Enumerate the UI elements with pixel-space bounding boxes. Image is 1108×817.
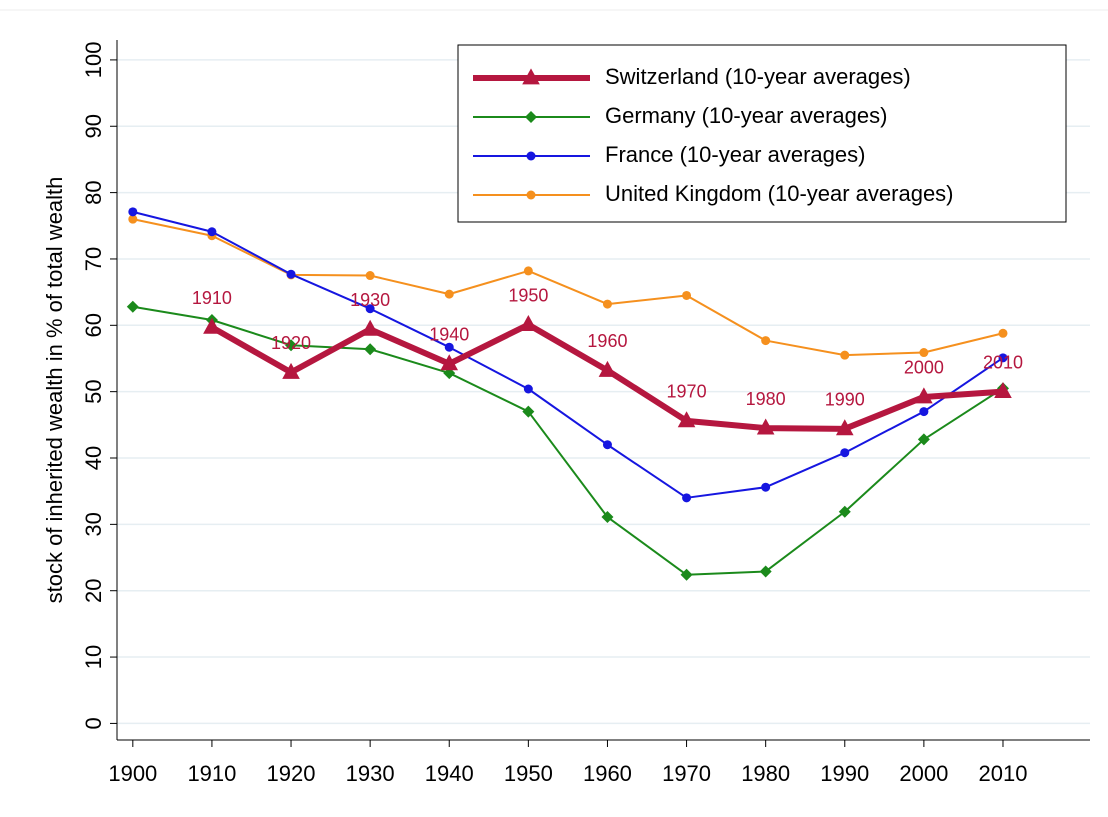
marker: [364, 343, 377, 356]
marker: [601, 511, 614, 524]
marker: [526, 151, 536, 161]
marker: [519, 315, 538, 332]
marker: [598, 360, 617, 377]
marker: [126, 300, 139, 313]
x-tick-label: 1970: [662, 761, 711, 786]
marker: [203, 317, 221, 334]
marker: [919, 407, 929, 417]
x-tick-label: 1900: [108, 761, 157, 786]
point-label: 2000: [904, 358, 944, 378]
marker: [128, 207, 138, 217]
marker: [523, 266, 533, 276]
marker: [756, 418, 775, 435]
point-label: 1970: [667, 382, 707, 402]
x-tick-label: 1990: [820, 761, 869, 786]
y-tick-label: 40: [81, 446, 106, 470]
y-tick-label: 0: [81, 717, 106, 729]
x-tick-label: 1980: [741, 761, 790, 786]
x-tick-label: 1930: [346, 761, 395, 786]
marker: [128, 214, 138, 224]
marker: [602, 440, 612, 450]
marker: [917, 433, 930, 446]
marker: [207, 227, 217, 237]
marker: [361, 319, 379, 336]
y-tick-label: 80: [81, 180, 106, 204]
legend-label: France (10-year averages): [605, 142, 865, 167]
marker: [761, 482, 771, 492]
series-line: [132, 218, 1004, 357]
marker: [602, 299, 612, 309]
marker: [840, 448, 850, 458]
x-tick-label: 1910: [187, 761, 236, 786]
point-label: 1990: [825, 390, 865, 410]
x-tick-label: 1960: [583, 761, 632, 786]
marker: [444, 342, 454, 352]
marker: [915, 387, 933, 404]
legend-box: [457, 44, 1067, 223]
y-tick-label: 20: [81, 578, 106, 602]
marker: [682, 493, 692, 503]
y-axis-label: stock of inherited wealth in % of total …: [42, 177, 67, 604]
marker: [994, 382, 1012, 399]
point-label: 1980: [746, 389, 786, 409]
x-tick-label: 1920: [267, 761, 316, 786]
point-label: 1910: [192, 288, 232, 308]
marker: [680, 568, 693, 581]
point-label: 2010: [983, 352, 1023, 372]
y-tick-label: 90: [81, 114, 106, 138]
marker: [840, 350, 850, 360]
point-label: 1930: [350, 290, 390, 310]
marker: [444, 289, 454, 299]
marker: [682, 290, 692, 300]
series-line: [132, 210, 1004, 499]
x-tick-label: 1950: [504, 761, 553, 786]
series-line: [132, 305, 1004, 576]
marker: [286, 269, 296, 279]
marker: [677, 411, 696, 428]
x-tick-label: 2010: [979, 761, 1028, 786]
y-tick-label: 50: [81, 379, 106, 403]
point-label: 1920: [271, 333, 311, 353]
marker: [759, 565, 772, 578]
marker: [365, 304, 375, 314]
legend-label: Switzerland (10-year averages): [605, 64, 911, 89]
marker: [282, 362, 300, 379]
point-label: 1940: [429, 325, 469, 345]
marker: [998, 353, 1008, 363]
marker: [835, 419, 854, 436]
legend-label: Germany (10-year averages): [605, 103, 887, 128]
marker: [523, 384, 533, 394]
marker: [522, 68, 540, 85]
marker: [522, 405, 535, 418]
point-label: 1960: [587, 331, 627, 351]
y-tick-label: 10: [81, 645, 106, 669]
y-tick-label: 60: [81, 313, 106, 337]
x-tick-label: 1940: [425, 761, 474, 786]
marker: [998, 328, 1008, 338]
y-tick-label: 100: [81, 42, 106, 79]
y-tick-label: 30: [81, 512, 106, 536]
marker: [838, 505, 851, 518]
y-tick-label: 70: [81, 247, 106, 271]
marker: [525, 111, 537, 123]
x-tick-label: 2000: [899, 761, 948, 786]
marker: [761, 336, 771, 346]
legend-label: United Kingdom (10-year averages): [605, 181, 954, 206]
marker: [365, 271, 375, 281]
marker: [526, 190, 536, 200]
marker: [919, 348, 929, 358]
marker: [285, 339, 298, 352]
point-label: 1950: [508, 285, 548, 305]
marker: [440, 354, 459, 371]
